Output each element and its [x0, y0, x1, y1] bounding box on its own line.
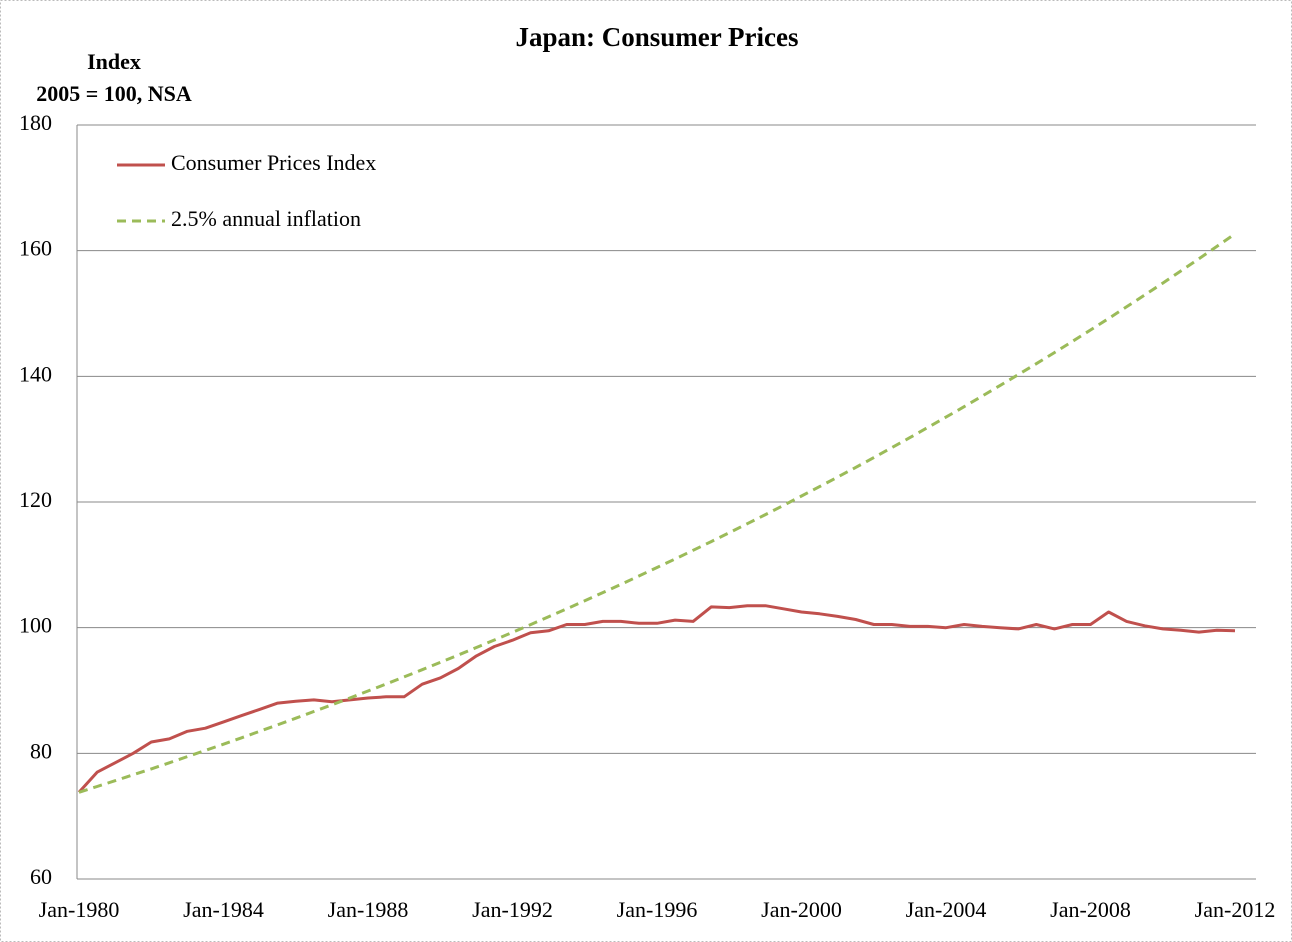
y-tick-label: 140: [19, 361, 52, 386]
x-tick-label: Jan-1992: [472, 897, 553, 922]
y-axis-label: Index: [87, 49, 141, 74]
line-series: [77, 604, 1236, 794]
x-tick-label: Jan-2000: [761, 897, 842, 922]
y-tick-label: 100: [19, 613, 52, 638]
x-tick-label: Jan-1988: [328, 897, 409, 922]
y-tick-label: 80: [30, 738, 52, 763]
line-series: [78, 232, 1236, 794]
x-tick-label: Jan-2012: [1195, 897, 1276, 922]
y-tick-label: 60: [30, 864, 52, 889]
y-tick-label: 120: [19, 487, 52, 512]
legend-label: 2.5% annual inflation: [171, 206, 361, 231]
y-axis-label: 2005 = 100, NSA: [36, 81, 192, 106]
legend-label: Consumer Prices Index: [171, 150, 376, 175]
y-tick-label: 160: [19, 236, 52, 261]
x-tick-label: Jan-2004: [906, 897, 987, 922]
x-tick-label: Jan-2008: [1050, 897, 1131, 922]
x-tick-label: Jan-1984: [183, 897, 264, 922]
x-tick-label: Jan-1996: [617, 897, 698, 922]
x-tick-label: Jan-1980: [39, 897, 120, 922]
y-tick-label: 180: [19, 110, 52, 135]
chart-title: Japan: Consumer Prices: [516, 22, 799, 52]
